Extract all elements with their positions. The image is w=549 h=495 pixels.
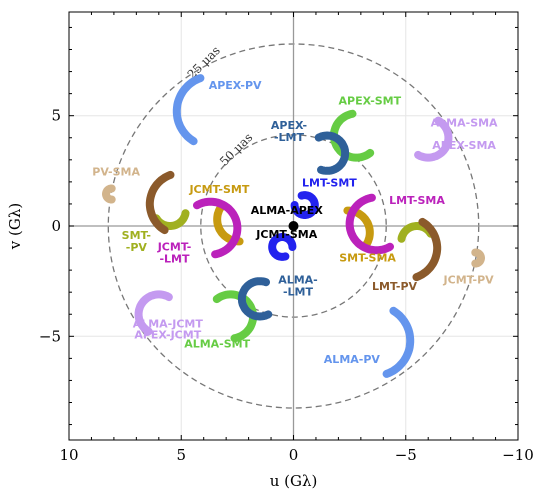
baseline-labels: ALMA-APEX JCMT-SMA APEX-PV ALMA-PV APEX-SMT A… bbox=[92, 79, 498, 366]
axis-ticks: 10 5 0 −5 −10 5 0 −5 bbox=[39, 12, 534, 464]
baseline-track bbox=[172, 74, 205, 146]
x-axis-label: u (Gλ) bbox=[270, 472, 318, 490]
baseline-label: ALMA-SMT bbox=[184, 337, 250, 350]
baseline-track bbox=[345, 193, 394, 255]
baseline-track bbox=[145, 170, 175, 235]
baseline-label: APEX-PV bbox=[209, 79, 262, 92]
baseline-track bbox=[134, 290, 173, 336]
baseline-track bbox=[212, 290, 258, 343]
baseline-track bbox=[290, 191, 319, 219]
baseline-label: ALMA-JCMT bbox=[133, 317, 204, 330]
baseline-label: APEX--LMT bbox=[271, 119, 307, 144]
x-tick-label: −10 bbox=[502, 446, 534, 464]
baseline-label: SMT--PV bbox=[122, 229, 151, 254]
baseline-label: ALMA-SMA bbox=[431, 117, 498, 130]
baseline-label: SMT-SMA bbox=[339, 251, 396, 264]
baseline-label: PV-SMA bbox=[92, 165, 140, 178]
baseline-label: LMT-PV bbox=[372, 280, 417, 293]
baseline-label: ALMA--LMT bbox=[278, 273, 318, 298]
y-tick-label: −5 bbox=[39, 327, 61, 345]
baseline-track bbox=[414, 116, 453, 162]
baseline-track bbox=[102, 184, 116, 204]
baseline-label: ALMA-PV bbox=[324, 353, 381, 366]
baseline-label: JCMT-SMT bbox=[188, 183, 249, 196]
baseline-label: APEX-SMA bbox=[432, 139, 496, 152]
baseline-label: ALMA-APEX bbox=[251, 204, 324, 217]
baseline-label: APEX-JCMT bbox=[134, 329, 201, 342]
baseline-track bbox=[193, 197, 242, 259]
baseline-track bbox=[237, 277, 273, 321]
baseline-track bbox=[314, 131, 350, 175]
baseline-track bbox=[268, 233, 297, 261]
baseline-label: JCMT-PV bbox=[443, 273, 495, 286]
baseline-label: LMT-SMA bbox=[389, 194, 445, 207]
baseline-label: JCMT-SMA bbox=[255, 228, 317, 241]
x-tick-label: −5 bbox=[395, 446, 417, 464]
x-tick-label: 5 bbox=[176, 446, 186, 464]
x-tick-label: 0 bbox=[289, 446, 299, 464]
baseline-track bbox=[412, 217, 442, 282]
y-axis-label: v (Gλ) bbox=[6, 203, 24, 250]
baseline-track bbox=[329, 109, 375, 162]
x-tick-label: 10 bbox=[59, 446, 78, 464]
baseline-label: JCMT--LMT bbox=[157, 240, 192, 265]
baseline-marker bbox=[288, 221, 299, 231]
ring-label: 50 μas bbox=[217, 130, 255, 168]
y-tick-label: 5 bbox=[51, 107, 61, 125]
baseline-tracks bbox=[102, 74, 485, 378]
y-tick-label: 0 bbox=[51, 217, 61, 235]
baseline-track bbox=[471, 248, 485, 268]
baseline-label: APEX-SMT bbox=[339, 95, 402, 108]
baseline-label: LMT-SMT bbox=[302, 176, 357, 189]
baseline-track bbox=[382, 306, 415, 378]
